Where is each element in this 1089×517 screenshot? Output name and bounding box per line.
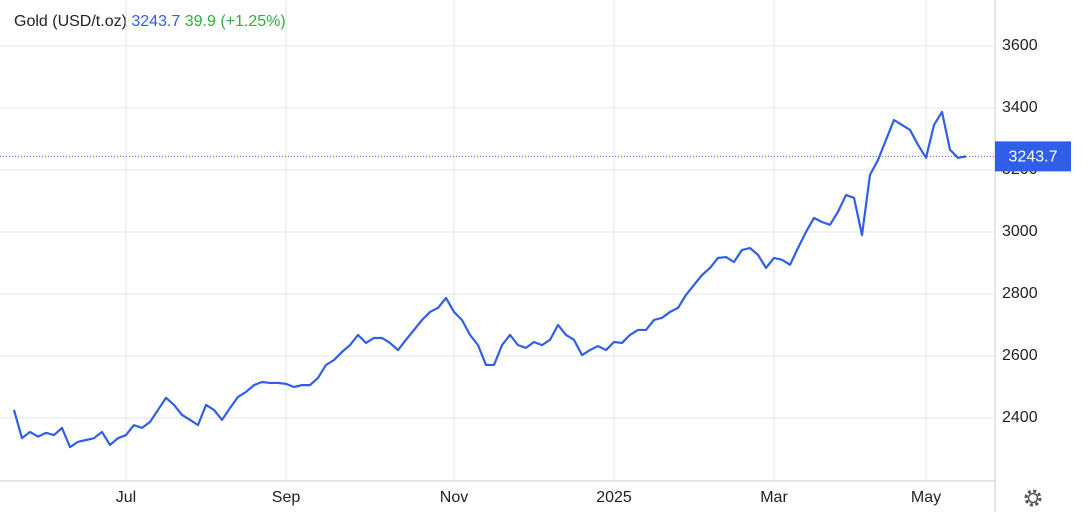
y-tick-label: 2800 xyxy=(1002,285,1038,302)
x-tick-label: Sep xyxy=(272,489,301,506)
y-tick-label: 2600 xyxy=(1002,347,1038,364)
settings-icon[interactable] xyxy=(1024,489,1042,507)
x-tick-label: 2025 xyxy=(596,489,632,506)
change-percent: (+1.25%) xyxy=(220,13,285,30)
price-line xyxy=(12,110,967,449)
title: Gold (USD/t.oz) xyxy=(14,13,127,30)
x-tick-label: Mar xyxy=(760,489,788,506)
x-tick-label: May xyxy=(911,489,941,506)
current-price-label: 3243.7 xyxy=(1009,149,1058,166)
x-tick-label: Nov xyxy=(440,489,468,506)
y-tick-label: 3600 xyxy=(1002,37,1038,54)
x-tick-label: Jul xyxy=(116,489,136,506)
price: 3243.7 xyxy=(131,13,180,30)
chart-title: Gold (USD/t.oz) 3243.7 39.9 (+1.25%) xyxy=(14,13,286,30)
y-tick-label: 3400 xyxy=(1002,99,1038,116)
current-price-box xyxy=(995,141,1071,172)
y-tick-label: 2400 xyxy=(1002,409,1038,426)
change: 39.9 xyxy=(185,13,216,30)
y-tick-label: 3000 xyxy=(1002,223,1038,240)
